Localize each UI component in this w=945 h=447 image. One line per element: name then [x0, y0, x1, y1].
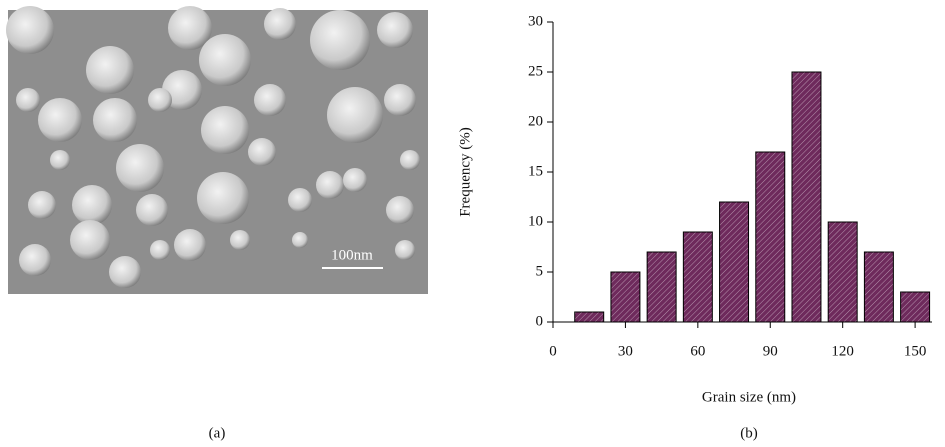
bar: [901, 292, 930, 322]
x-tick-label: 60: [690, 343, 705, 359]
panel-label: (b): [740, 425, 758, 441]
panel-label: (a): [209, 425, 226, 441]
x-tick-label: 150: [904, 343, 927, 359]
x-tick-label: 90: [763, 343, 778, 359]
y-tick-label: 20: [528, 113, 543, 129]
y-tick-label: 25: [528, 63, 543, 79]
y-tick-label: 15: [528, 163, 543, 179]
bar: [575, 312, 604, 322]
scale-label: 100nm: [331, 247, 373, 263]
bar: [683, 232, 712, 322]
y-tick-label: 30: [528, 13, 543, 29]
bar: [756, 152, 785, 322]
bar: [864, 252, 893, 322]
y-tick-label: 10: [528, 213, 543, 229]
y-axis-label: Frequency (%): [457, 127, 473, 217]
bar: [828, 222, 857, 322]
bar: [611, 272, 640, 322]
figure: 100nm (a) (b) Grain size (nm) Frequency …: [0, 0, 945, 447]
x-axis-label: Grain size (nm): [702, 389, 796, 405]
x-tick-label: 120: [831, 343, 854, 359]
bar: [647, 252, 676, 322]
sem-image: 100nm: [6, 6, 428, 294]
y-tick-label: 0: [536, 313, 544, 329]
x-tick-label: 30: [618, 343, 633, 359]
y-tick-label: 5: [536, 263, 544, 279]
bar: [792, 72, 821, 322]
bar: [720, 202, 749, 322]
x-tick-label: 0: [549, 343, 557, 359]
